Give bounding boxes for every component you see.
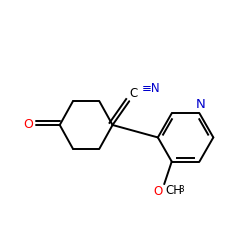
Text: O: O xyxy=(24,118,34,132)
Text: C: C xyxy=(130,87,138,100)
Text: ≡N: ≡N xyxy=(142,82,160,95)
Text: CH: CH xyxy=(166,184,183,198)
Text: N: N xyxy=(196,98,206,111)
Text: 3: 3 xyxy=(178,185,184,194)
Text: O: O xyxy=(154,185,163,198)
